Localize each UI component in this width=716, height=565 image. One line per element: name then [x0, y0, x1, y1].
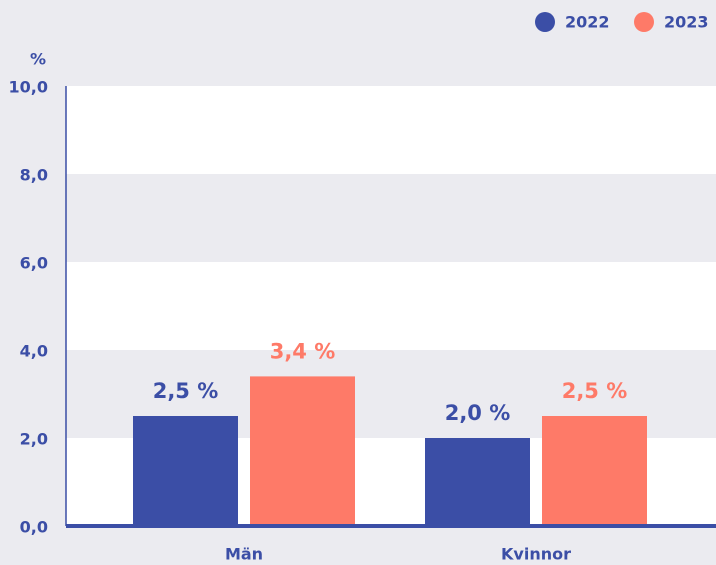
legend-label: 2022: [565, 13, 610, 32]
bar: [425, 438, 530, 526]
plot-band: [66, 174, 716, 262]
legend-label: 2023: [664, 13, 709, 32]
y-tick-label: 10,0: [9, 78, 48, 97]
data-label: 2,5 %: [562, 379, 628, 403]
x-tick-label: Män: [225, 545, 263, 564]
bar: [250, 376, 355, 526]
y-tick-label: 6,0: [20, 254, 48, 273]
legend-marker: [535, 12, 555, 32]
data-label: 3,4 %: [270, 339, 336, 363]
bar: [133, 416, 238, 526]
bar: [542, 416, 647, 526]
plot-band: [66, 86, 716, 174]
y-tick-label: 0,0: [20, 518, 48, 537]
y-tick-label: 2,0: [20, 430, 48, 449]
x-tick-label: Kvinnor: [501, 545, 571, 564]
y-tick-label: 4,0: [20, 342, 48, 361]
legend-marker: [634, 12, 654, 32]
data-label: 2,5 %: [153, 379, 219, 403]
y-tick-label: 8,0: [20, 166, 48, 185]
y-axis-label: %: [30, 50, 46, 69]
data-label: 2,0 %: [445, 401, 511, 425]
plot-band: [66, 262, 716, 350]
